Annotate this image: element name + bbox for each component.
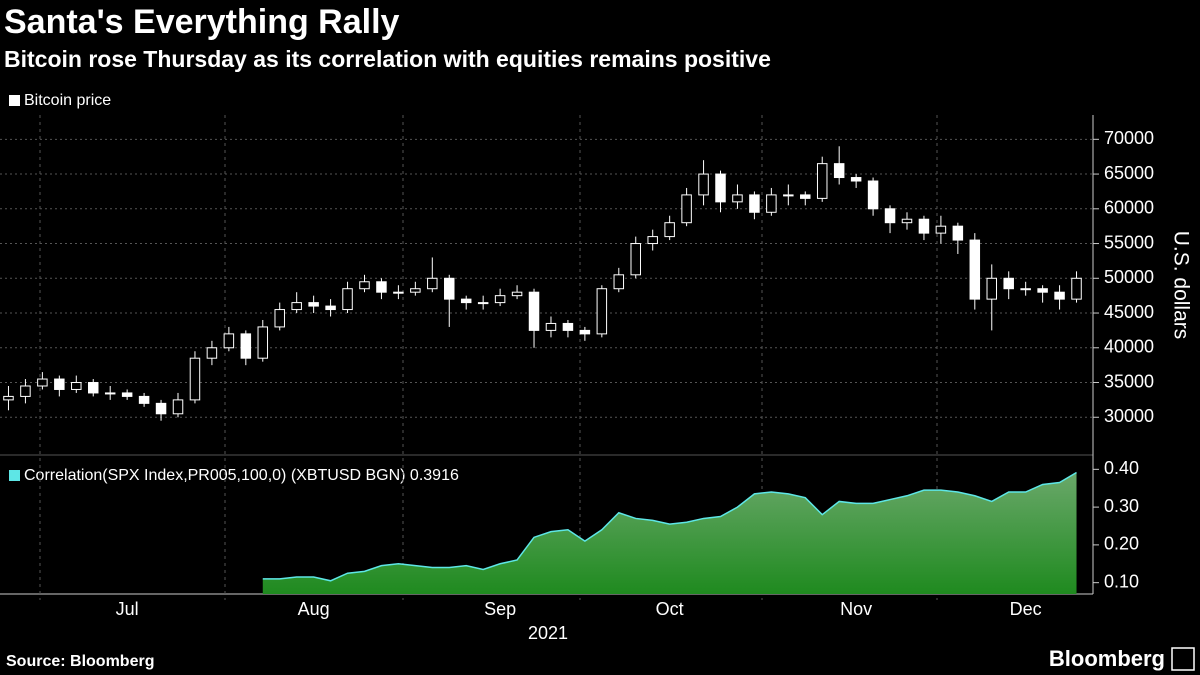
candle-body	[393, 291, 404, 294]
candle-body	[291, 302, 302, 311]
candle-body	[986, 277, 998, 300]
y-tick-label: 0.20	[1104, 534, 1139, 554]
candle-body	[766, 194, 777, 213]
area-line	[262, 471, 1077, 582]
candle-body	[918, 218, 930, 234]
candle-body	[969, 239, 981, 300]
candle-body	[206, 347, 218, 359]
x-tick-label: Dec	[1010, 599, 1042, 619]
candle-body	[545, 322, 557, 331]
candle-body	[596, 288, 608, 335]
y-tick-label: 70000	[1104, 128, 1154, 148]
candle-body	[664, 222, 675, 238]
candle-body	[240, 333, 252, 359]
source: Source: Bloomberg	[6, 653, 154, 670]
candle-body	[783, 194, 794, 197]
candle-body	[867, 180, 879, 210]
y-tick-label: 40000	[1104, 337, 1154, 357]
candle-body	[342, 288, 353, 311]
legend-label: Correlation(SPX Index,PR005,100,0) (XBTU…	[24, 467, 459, 484]
candle-body	[359, 281, 370, 290]
candle-body	[579, 329, 591, 335]
candle-body	[189, 357, 201, 401]
candle-body	[54, 378, 65, 390]
candle-body	[732, 194, 743, 203]
candle-body	[274, 309, 285, 328]
candle-body	[325, 305, 336, 311]
x-tick-label: Oct	[656, 599, 684, 619]
candle-body	[850, 177, 862, 182]
y-tick-label: 60000	[1104, 198, 1154, 218]
candle-body	[1037, 288, 1048, 293]
candle-body	[376, 281, 387, 293]
candle-body	[121, 392, 133, 397]
candle-body	[749, 194, 760, 213]
candle-body	[647, 236, 658, 245]
candle-body	[1003, 277, 1014, 290]
candle-body	[223, 333, 235, 349]
area-fill	[262, 472, 1077, 594]
y-tick-label: 45000	[1104, 302, 1154, 322]
candle-body	[494, 295, 506, 304]
y-tick-label: 55000	[1104, 232, 1154, 252]
subtitle: Bitcoin rose Thursday as its correlation…	[4, 46, 771, 72]
x-tick-label: Nov	[840, 599, 872, 619]
candle-body	[681, 194, 692, 224]
legend-swatch	[9, 95, 20, 106]
candle-body	[172, 399, 184, 415]
x-tick-label: Jul	[116, 599, 139, 619]
candle-body	[20, 385, 31, 397]
candle-body	[833, 163, 845, 179]
candle-body	[1054, 291, 1065, 300]
candle-body	[3, 395, 14, 401]
candle-body	[1020, 288, 1031, 291]
y-tick-label: 0.30	[1104, 496, 1139, 516]
candle-body	[477, 302, 489, 305]
logo: Bloomberg	[1049, 646, 1165, 671]
candle-body	[37, 378, 48, 387]
y-tick-label: 0.40	[1104, 458, 1139, 478]
candle-body	[308, 302, 319, 307]
candle-body	[410, 288, 421, 293]
candle-body	[138, 395, 150, 404]
y-tick-label: 35000	[1104, 371, 1154, 391]
candle-body	[528, 291, 540, 331]
candle-body	[884, 208, 896, 224]
candle-body	[460, 298, 472, 304]
legend-label: Bitcoin price	[24, 92, 111, 109]
legend-swatch	[9, 470, 20, 481]
y-tick-label: 50000	[1104, 267, 1154, 287]
candle-body	[715, 173, 726, 203]
candle-body	[901, 218, 913, 224]
candle-body	[613, 274, 625, 290]
candle-body	[800, 194, 811, 199]
candle-body	[511, 291, 523, 297]
candle-body	[952, 225, 964, 241]
candle-body	[155, 402, 167, 415]
x-tick-label: Sep	[484, 599, 516, 619]
candle-body	[816, 163, 828, 199]
candle-body	[562, 322, 574, 331]
x-axis-label: 2021	[528, 623, 568, 643]
candle-body	[1071, 277, 1082, 300]
candle-body	[257, 326, 269, 359]
y-tick-label: 30000	[1104, 406, 1154, 426]
candle-body	[71, 382, 82, 390]
x-tick-label: Aug	[298, 599, 330, 619]
y-tick-label: 0.10	[1104, 571, 1139, 591]
logo-icon	[1171, 647, 1195, 671]
candle-body	[444, 277, 455, 300]
candle-body	[104, 392, 116, 395]
candle-body	[87, 382, 99, 394]
candle-body	[427, 277, 438, 290]
title: Santa's Everything Rally	[4, 3, 400, 41]
y-axis-label: U.S. dollars	[1169, 231, 1192, 340]
y-tick-label: 65000	[1104, 163, 1154, 183]
candle-body	[630, 243, 641, 276]
candle-body	[935, 225, 947, 234]
candle-body	[698, 173, 709, 196]
